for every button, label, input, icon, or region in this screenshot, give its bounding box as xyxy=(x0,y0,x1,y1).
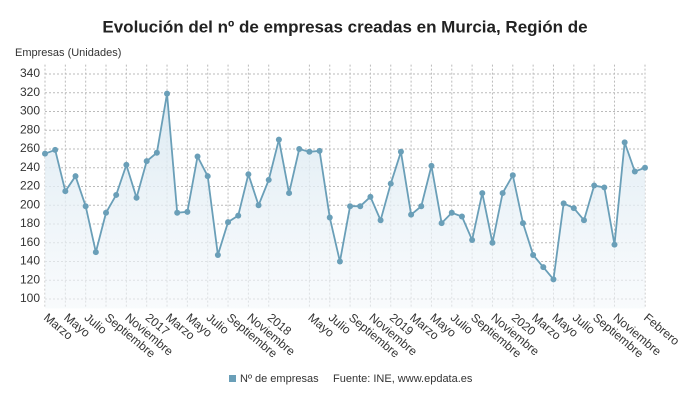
point xyxy=(336,258,343,265)
point xyxy=(519,220,526,227)
point xyxy=(397,148,404,155)
point xyxy=(418,203,425,210)
y-tick-label: 260 xyxy=(20,141,40,155)
source: Fuente: INE, www.epdata.es xyxy=(333,373,473,385)
point xyxy=(255,202,262,209)
point xyxy=(153,149,160,156)
point xyxy=(509,172,516,179)
point xyxy=(316,147,323,154)
point xyxy=(428,162,435,169)
area xyxy=(45,93,645,309)
point xyxy=(458,213,465,220)
point xyxy=(347,203,354,210)
legend-swatch xyxy=(229,375,236,382)
point xyxy=(82,203,89,210)
point xyxy=(113,191,120,198)
point xyxy=(194,153,201,160)
point xyxy=(103,209,110,216)
point xyxy=(631,168,638,175)
y-tick-label: 300 xyxy=(20,104,40,118)
point xyxy=(642,164,648,171)
point xyxy=(235,212,242,219)
point xyxy=(164,90,171,97)
point xyxy=(72,173,79,180)
y-tick-label: 320 xyxy=(20,85,40,99)
point xyxy=(214,251,221,258)
point xyxy=(174,209,181,216)
point xyxy=(438,220,445,227)
y-tick-label: 100 xyxy=(20,291,40,305)
point xyxy=(225,219,232,226)
point xyxy=(62,188,69,195)
point xyxy=(499,190,506,197)
point xyxy=(326,214,333,221)
point xyxy=(560,200,567,207)
point xyxy=(570,205,577,212)
point xyxy=(479,190,486,197)
point xyxy=(611,241,618,248)
point xyxy=(591,182,598,189)
point xyxy=(601,184,608,191)
y-tick-label: 160 xyxy=(20,235,40,249)
chart-title: Evolución del nº de empresas creadas en … xyxy=(102,17,587,36)
point xyxy=(123,161,130,168)
y-tick-label: 140 xyxy=(20,254,40,268)
point xyxy=(408,211,415,218)
point xyxy=(184,208,191,215)
point xyxy=(265,176,272,183)
point xyxy=(275,136,282,143)
point xyxy=(448,209,455,216)
point xyxy=(387,180,394,187)
y-tick-label: 280 xyxy=(20,122,40,136)
point xyxy=(489,239,496,246)
y-axis-title: Empresas (Unidades) xyxy=(15,47,121,59)
point xyxy=(296,145,303,152)
point xyxy=(530,251,537,258)
point xyxy=(580,217,587,224)
point xyxy=(550,276,557,283)
y-tick-label: 240 xyxy=(20,160,40,174)
point xyxy=(42,150,48,157)
point xyxy=(52,146,59,153)
point xyxy=(540,264,547,271)
point xyxy=(306,148,313,155)
legend-label: Nº de empresas xyxy=(240,373,319,385)
y-tick-label: 120 xyxy=(20,272,40,286)
y-tick-label: 220 xyxy=(20,179,40,193)
point xyxy=(469,236,476,243)
point xyxy=(133,194,140,201)
y-tick-label: 180 xyxy=(20,216,40,230)
point xyxy=(377,217,384,224)
point xyxy=(92,249,99,256)
point xyxy=(286,190,293,197)
point xyxy=(367,193,374,200)
point xyxy=(357,203,364,210)
y-tick-label: 200 xyxy=(20,197,40,211)
point xyxy=(204,173,211,180)
point xyxy=(245,171,252,178)
y-tick-label: 340 xyxy=(20,66,40,80)
point xyxy=(143,158,150,165)
point xyxy=(621,139,628,146)
